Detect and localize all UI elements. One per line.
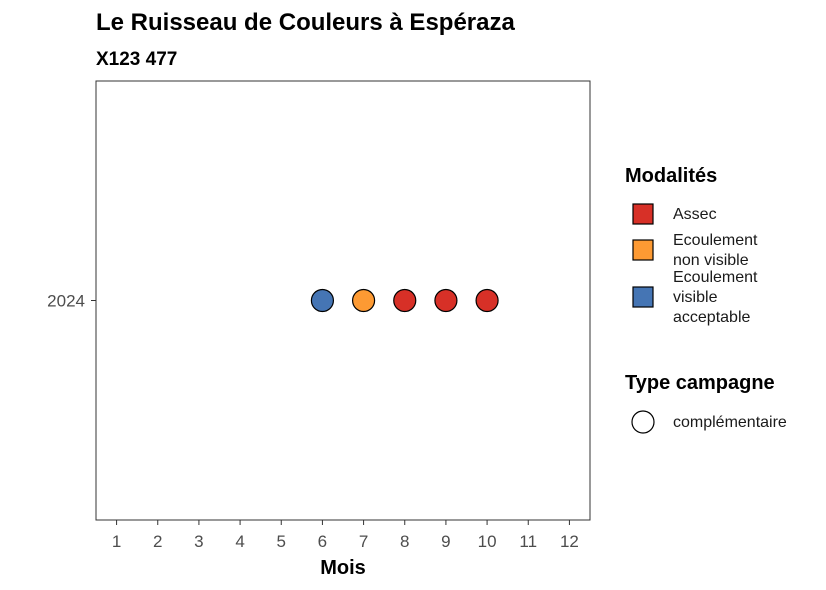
x-axis: 1 2 3 4 5 6 7 8 9 10 11 12: [112, 520, 579, 551]
x-tick-label: 11: [519, 532, 537, 551]
y-axis: 2024: [47, 292, 96, 311]
legend-label: non visible: [673, 252, 749, 269]
legend-label: complémentaire: [673, 414, 787, 431]
legend-shape-entries: complémentaire: [631, 410, 787, 434]
legend-shape-title: Type campagne: [625, 372, 775, 394]
legend-key: [632, 203, 654, 225]
x-tick-label: 4: [235, 532, 244, 551]
x-tick-label: 7: [359, 532, 368, 551]
x-axis-title: Mois: [320, 557, 366, 579]
x-tick-label: 12: [560, 532, 579, 551]
x-tick-label: 2: [153, 532, 162, 551]
chart-title: Le Ruisseau de Couleurs à Espéraza: [96, 9, 515, 36]
legend-label: visible: [673, 289, 718, 306]
legend-label: Ecoulement: [673, 232, 758, 249]
x-tick-label: 3: [194, 532, 203, 551]
data-point: [351, 288, 376, 313]
data-point: [434, 288, 458, 313]
legend-key: [632, 286, 654, 308]
x-tick-label: 8: [400, 532, 409, 551]
y-tick-label: 2024: [47, 292, 85, 311]
x-tick-label: 5: [277, 532, 286, 551]
legend-label: Ecoulement: [673, 269, 758, 286]
legend-label: acceptable: [673, 309, 750, 326]
data-point: [393, 288, 417, 313]
x-tick-label: 10: [478, 532, 497, 551]
legend-shape-key: [631, 410, 655, 434]
x-tick-label: 6: [318, 532, 327, 551]
data-points: [310, 288, 499, 313]
data-point: [310, 288, 335, 313]
legend-label: Assec: [673, 206, 717, 223]
plot-panel: [95, 80, 591, 521]
chart-subtitle: X123 477: [96, 49, 177, 70]
x-tick-label: 9: [441, 532, 450, 551]
legend-key: [632, 239, 654, 261]
x-tick-label: 1: [112, 532, 121, 551]
data-point: [475, 288, 499, 313]
legend-color-title: Modalités: [625, 165, 717, 187]
